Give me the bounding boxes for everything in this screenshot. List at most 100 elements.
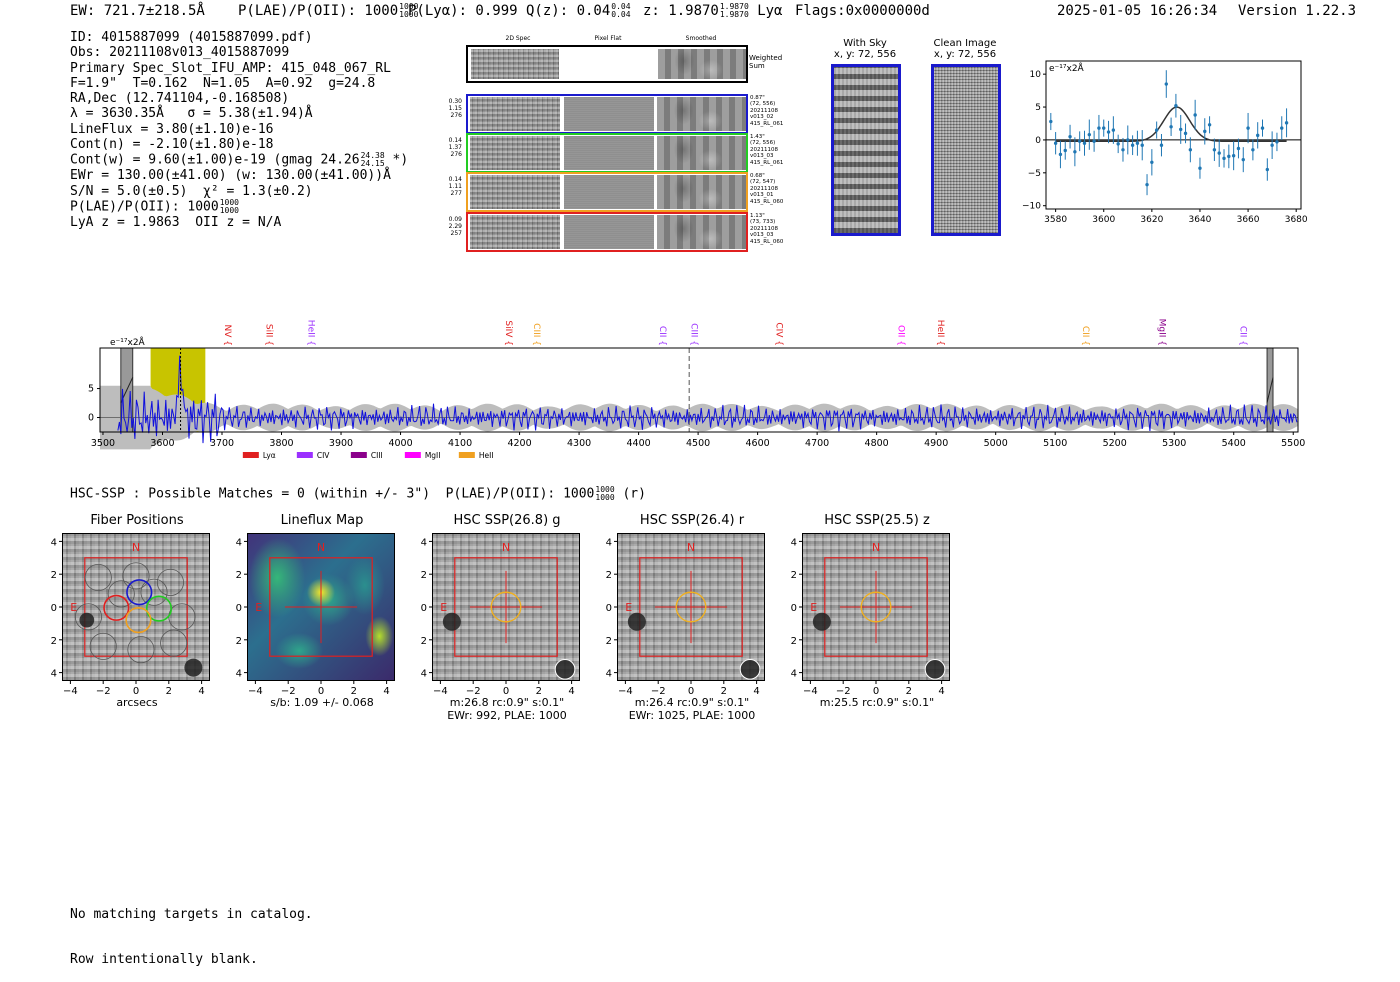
compass-north-label: N <box>317 541 325 554</box>
zoom-data-point <box>1053 141 1058 145</box>
spectrum-x-tick-label: 3500 <box>91 438 115 449</box>
zoom-data-point <box>1280 126 1284 130</box>
spec2d-row-meta: 0.87" (72, 556) 20211108 v013_02 415_RL_061 <box>750 95 784 127</box>
cutout-y-tick-label: 4 <box>236 537 242 548</box>
cutout-neighbor-source <box>924 658 946 680</box>
spectrum-legend-label: HeII <box>479 451 494 460</box>
zoom-data-point <box>1116 142 1120 146</box>
cutout-aperture <box>675 591 707 623</box>
zoom-data-point <box>1265 167 1270 172</box>
spec2d-row-smoothed <box>657 97 746 131</box>
cutout-x-tick-label: 2 <box>351 686 357 697</box>
spec2d-row-stats: 0.14 1.37 276 <box>448 137 462 158</box>
cutout-x-tick-label: 4 <box>383 686 389 697</box>
cutout-search-box <box>454 557 558 657</box>
spectrum-x-tick-label: 4500 <box>686 438 710 449</box>
cutout-x-tick-label: −4 <box>248 686 263 697</box>
spectrum-legend-label: Lyα <box>263 451 276 460</box>
spectrum-line-label: CIII { <box>531 323 541 346</box>
cutout-axes: −4 −4 −2 −2 0 0 2 2 4 4 <box>605 537 760 697</box>
zoom-data-point <box>1077 139 1082 143</box>
compass-east-label: E <box>810 601 817 614</box>
clean-image-title: Clean Image x, y: 72, 556 <box>933 38 997 60</box>
spectrum-line-label: MgII { <box>1156 319 1166 346</box>
spectrum-x-tick-label: 5200 <box>1103 438 1127 449</box>
cutout-y-tick-label: −2 <box>420 636 427 647</box>
cutout-x-tick-label: 4 <box>938 686 944 697</box>
spec2d-row-meta: 1.13" (73, 733) 20211108 v013_03 415_RL_060 <box>750 213 784 245</box>
spectrum-line-label: CIII { <box>689 323 699 346</box>
zoom-data-point <box>1251 148 1255 152</box>
cutout-caption-line2: EWr: 1025, PLAE: 1000 <box>628 709 756 722</box>
compass-north-label: N <box>687 541 695 554</box>
spec2d-weighted-2dspec <box>471 49 559 79</box>
info-sn: S/N = 5.0(±0.5) χ² = 1.3(±0.2) <box>70 183 313 199</box>
cutout-caption: m:26.4 rc:0.9" s:0.1" EWr: 1025, PLAE: 10… <box>617 696 767 722</box>
spectrum-mask-hatch <box>1266 377 1274 403</box>
zoom-data-point <box>1212 148 1217 152</box>
spectrum-line-label: SiIV { <box>503 320 513 346</box>
cutout-caption-line2: EWr: 992, PLAE: 1000 <box>447 709 567 722</box>
cutout-x-tick-label: 2 <box>536 686 542 697</box>
with-sky-image <box>831 64 901 236</box>
spectrum-x-tick-label: 3900 <box>329 438 353 449</box>
cutout-y-tick-label: 0 <box>791 603 797 614</box>
fiber-orange <box>125 607 152 634</box>
catalog-note-line2: Row intentionally blank. <box>70 952 258 967</box>
zoom-data-point <box>1068 134 1072 139</box>
zoom-data-point <box>1179 127 1183 132</box>
cutout-axes: −4 −4 −2 −2 0 0 2 2 4 4 <box>790 537 945 697</box>
spec2d-row-stats: 0.14 1.11 277 <box>448 176 462 197</box>
spectrum-x-tick-label: 5100 <box>1043 438 1067 449</box>
zoom-data-point <box>1203 129 1207 134</box>
spec2d-row-meta: 0.68" (72, 547) 20211108 v013_01 415_RL_060 <box>750 173 784 205</box>
cutout-search-box <box>824 557 928 657</box>
cutout-y-tick-label: 2 <box>791 570 797 581</box>
zoom-x-tick-label: 3660 <box>1237 215 1260 225</box>
cutout-neighbor-source <box>812 612 831 631</box>
spectrum-line-label: CII { <box>657 326 667 346</box>
spec2d-header-pixelflat: Pixel Flat <box>594 35 622 42</box>
cutout-x-tick-label: −2 <box>836 686 851 697</box>
spec2d-row-flat <box>564 175 654 209</box>
zoom-y-tick-label: −5 <box>1028 169 1041 179</box>
cutout-x-tick-label: 4 <box>198 686 204 697</box>
cutout-neighbor-source <box>627 612 646 631</box>
zoom-data-point <box>1207 123 1212 127</box>
cutout-caption: m:25.5 rc:0.9" s:0.1" <box>802 696 952 709</box>
spec2d-row-stats: 0.09 2.29 257 <box>448 216 462 237</box>
cutout-overlay: NE <box>70 541 203 677</box>
spectrum-legend-label: CIII <box>371 451 383 460</box>
spectrum-line-label: OII { <box>896 325 906 346</box>
spec2d-row-stats: 0.30 1.15 276 <box>448 98 462 119</box>
info-radec: RA,Dec (12.741104,-0.168508) <box>70 91 290 107</box>
cutout-x-tick-label: 2 <box>721 686 727 697</box>
spec2d-row-meta: 1.43" (72, 556) 20211108 v013_03 415_RL_061 <box>750 134 784 166</box>
zoom-data-point <box>1073 150 1077 154</box>
cutout-axes: −4 −4 −2 −2 0 0 2 2 4 4 <box>420 537 575 697</box>
info-plae: P(LAE)/P(OII): 1000 1000 1000 <box>70 197 239 215</box>
cutout-neighbor-source <box>79 612 95 628</box>
zoom-data-point <box>1140 143 1144 147</box>
cutout-overlay: NE <box>255 541 373 657</box>
cutout-neighbor-source <box>739 658 761 680</box>
info-lya: LyA z = 1.9863 OII z = N/A <box>70 214 282 230</box>
cutout-y-tick-label: −2 <box>790 636 797 647</box>
zoom-data-point <box>1231 154 1236 158</box>
fiber-circle <box>74 603 102 631</box>
spec2d-panel: 2D Spec Pixel Flat Smoothed Weighted Sum… <box>449 34 796 259</box>
header-timestamp: 2025-01-05 16:26:34 <box>1057 3 1218 19</box>
zoom-data-point <box>1246 126 1250 130</box>
info-lambda: λ = 3630.35Å σ = 5.38(±1.94)Å <box>70 106 313 122</box>
cutout-x-tick-label: 0 <box>318 686 324 697</box>
info-contn: Cont(n) = -2.10(±1.80)e-18 <box>70 137 274 153</box>
compass-east-label: E <box>70 601 77 614</box>
spectrum-line-label: CII { <box>1080 326 1090 346</box>
with-sky-title: With Sky x, y: 72, 556 <box>833 38 897 60</box>
zoom-unit-label: e⁻¹⁷x2Å <box>1049 62 1085 74</box>
compass-north-label: N <box>872 541 880 554</box>
